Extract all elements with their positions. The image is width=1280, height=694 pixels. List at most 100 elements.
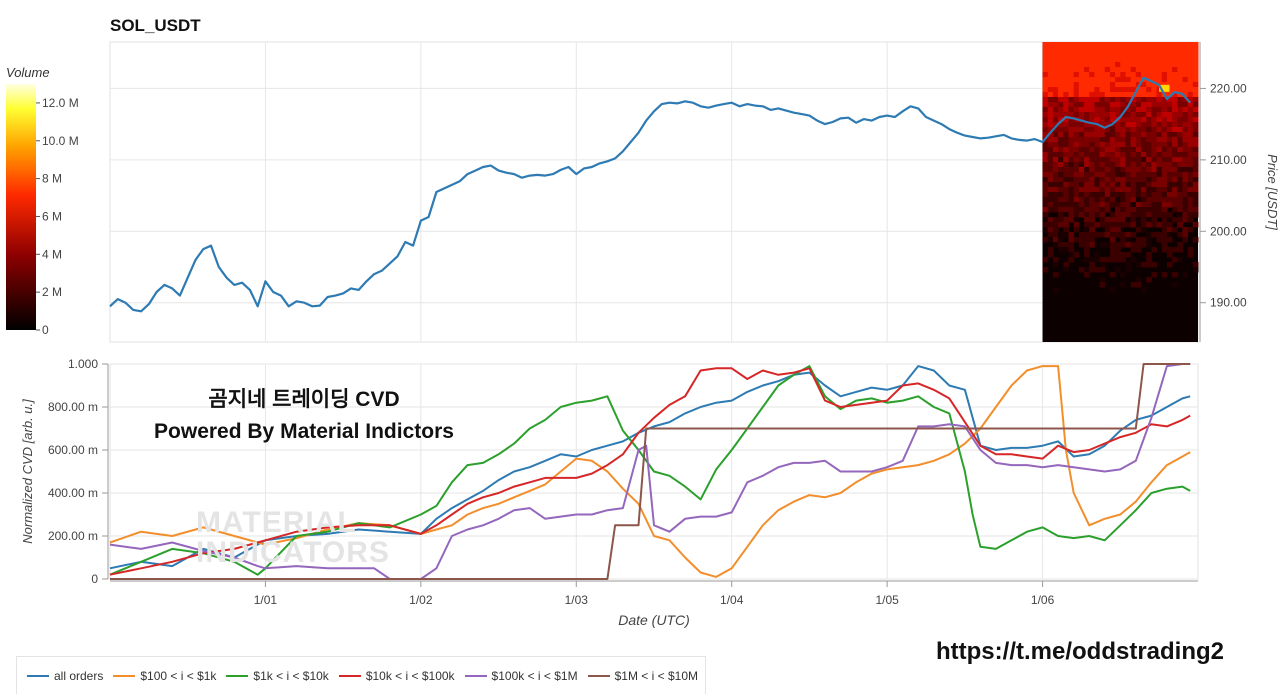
- heatmap-cell: [1047, 152, 1054, 158]
- heatmap-cell: [1172, 102, 1178, 108]
- heatmap-cell: [1109, 197, 1116, 203]
- heatmap-cell: [1166, 182, 1173, 188]
- heatmap-cell: [1078, 142, 1085, 148]
- cvd-ytick-label: 0: [91, 572, 98, 586]
- heatmap-cell: [1042, 122, 1049, 128]
- heatmap-cell: [1089, 177, 1095, 183]
- legend-item-s100k-1m[interactable]: $100k < i < $1M: [464, 668, 578, 683]
- heatmap-cell: [1042, 207, 1049, 213]
- heatmap-cell: [1156, 67, 1163, 73]
- heatmap-cell: [1192, 122, 1199, 128]
- heatmap-cell: [1146, 97, 1152, 103]
- heatmap-cell: [1125, 147, 1132, 153]
- heatmap-cell: [1182, 172, 1189, 178]
- heatmap-cell: [1120, 117, 1126, 123]
- heatmap-cell: [1125, 82, 1132, 88]
- colorbar-tick-label: 0: [42, 323, 49, 337]
- heatmap-cell: [1073, 207, 1080, 213]
- heatmap-cell: [1151, 97, 1158, 103]
- heatmap-cell: [1047, 187, 1054, 193]
- heatmap-cell: [1104, 97, 1111, 103]
- heatmap-cell: [1099, 277, 1106, 283]
- heatmap-cell: [1182, 152, 1189, 158]
- heatmap-cell: [1151, 152, 1158, 158]
- heatmap-cell: [1115, 62, 1121, 68]
- legend-item-s1k-10k[interactable]: $1k < i < $10k: [226, 669, 329, 683]
- heatmap-cell: [1125, 177, 1132, 183]
- legend-item-s10k-100k[interactable]: $10k < i < $100k: [338, 669, 455, 683]
- heatmap-cell: [1099, 107, 1106, 113]
- heatmap-cell: [1058, 117, 1064, 123]
- heatmap-cell: [1084, 132, 1090, 138]
- heatmap-cell: [1052, 197, 1059, 203]
- legend-item-s100-1k[interactable]: $100 < i < $1k: [113, 669, 216, 683]
- heatmap-cell: [1156, 197, 1163, 203]
- heatmap-cell: [1073, 222, 1080, 228]
- telegram-link[interactable]: https://t.me/oddstrading2: [936, 638, 1224, 665]
- heatmap-cell: [1141, 57, 1147, 63]
- heatmap-cell: [1187, 137, 1194, 143]
- legend-swatch: [113, 674, 136, 677]
- heatmap-cell: [1187, 87, 1194, 93]
- heatmap-cell: [1115, 177, 1121, 183]
- heatmap-cell: [1094, 182, 1101, 188]
- heatmap-cell: [1104, 107, 1111, 113]
- heatmap-cell: [1047, 122, 1054, 128]
- heatmap-cell: [1125, 87, 1132, 93]
- heatmap-cell: [1192, 192, 1199, 198]
- heatmap-cell: [1042, 267, 1049, 273]
- heatmap-cell: [1052, 137, 1059, 143]
- heatmap-cell: [1089, 257, 1095, 263]
- legend-item-s1m-10m[interactable]: $1M < i < $10M: [587, 669, 698, 683]
- heatmap-cell: [1099, 282, 1106, 288]
- legend-label: $100k < i < $1M: [491, 668, 578, 683]
- heatmap-cell: [1166, 237, 1173, 243]
- heatmap-cell: [1125, 77, 1132, 83]
- watermark: MATERIAL INDICATORS: [196, 508, 390, 568]
- heatmap-cell: [1141, 132, 1147, 138]
- heatmap-cell: [1187, 202, 1194, 208]
- heatmap-cell: [1187, 77, 1194, 83]
- heatmap-cell: [1182, 67, 1189, 73]
- heatmap-cell: [1172, 132, 1178, 138]
- heatmap-cell: [1135, 107, 1142, 113]
- heatmap-cell: [1156, 182, 1163, 188]
- heatmap-cell: [1073, 77, 1080, 83]
- heatmap-cell: [1120, 67, 1126, 73]
- heatmap-cell: [1177, 137, 1183, 143]
- heatmap-cell: [1182, 117, 1189, 123]
- heatmap-cell: [1047, 227, 1054, 233]
- heatmap-cell: [1115, 132, 1121, 138]
- heatmap-cell: [1156, 42, 1163, 48]
- heatmap-cell: [1058, 62, 1064, 68]
- heatmap-cell: [1166, 232, 1173, 238]
- heatmap-cell: [1052, 102, 1059, 108]
- heatmap-cell: [1177, 92, 1183, 98]
- heatmap-cell: [1084, 77, 1090, 83]
- colorbar-gradient: [6, 84, 36, 330]
- heatmap-cell: [1094, 112, 1101, 118]
- heatmap-cell: [1078, 232, 1085, 238]
- heatmap-cell: [1130, 72, 1137, 78]
- heatmap-cell: [1172, 57, 1178, 63]
- heatmap-cell: [1042, 97, 1049, 103]
- heatmap-cell: [1104, 142, 1111, 148]
- heatmap-cell: [1104, 122, 1111, 128]
- cvd-ytick-label: 400.00 m: [48, 486, 98, 500]
- heatmap-cell: [1042, 87, 1049, 93]
- heatmap-cell: [1130, 187, 1137, 193]
- heatmap-cell: [1141, 62, 1147, 68]
- heatmap-cell: [1078, 82, 1085, 88]
- heatmap-cell: [1156, 77, 1163, 83]
- legend-swatch: [338, 674, 361, 677]
- heatmap-cell: [1052, 147, 1059, 153]
- heatmap-cell: [1063, 112, 1069, 118]
- legend-item-all-orders[interactable]: all orders: [27, 669, 103, 683]
- heatmap-cell: [1161, 112, 1168, 118]
- heatmap-cell: [1058, 247, 1064, 253]
- heatmap-cell: [1166, 217, 1173, 223]
- heatmap-cell: [1047, 42, 1054, 48]
- heatmap-cell: [1084, 267, 1090, 273]
- heatmap-cell: [1146, 207, 1152, 213]
- heatmap-cell: [1125, 222, 1132, 228]
